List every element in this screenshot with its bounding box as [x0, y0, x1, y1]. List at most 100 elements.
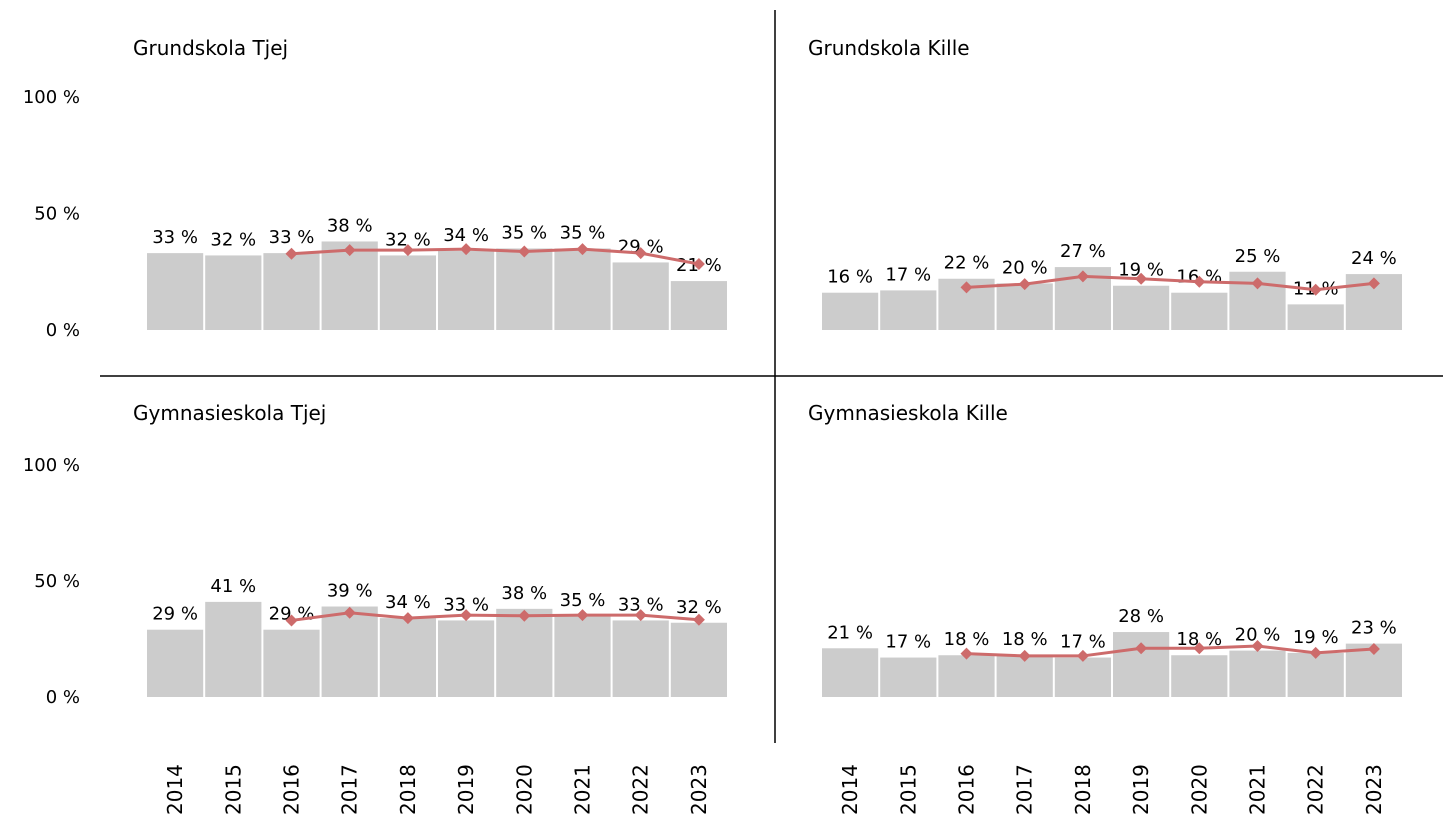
- value-label: 33 %: [269, 227, 315, 248]
- value-label: 16 %: [827, 267, 873, 288]
- trend-marker: [634, 609, 647, 622]
- trend-marker: [460, 609, 473, 622]
- trend-marker: [1076, 649, 1089, 662]
- bar: [612, 620, 669, 697]
- bar: [263, 629, 320, 697]
- trend-marker: [1309, 646, 1322, 659]
- trend-marker: [1193, 275, 1206, 288]
- trend-marker: [343, 606, 356, 619]
- trend-marker: [1135, 642, 1148, 655]
- trend-line: [966, 274, 1375, 292]
- bar: [321, 241, 378, 330]
- bar: [1287, 304, 1344, 330]
- bar: [147, 253, 204, 330]
- x-tick-label: 2021: [571, 764, 595, 815]
- trend-marker: [285, 247, 298, 260]
- panel-title: Grundskola Tjej: [133, 36, 288, 60]
- x-tick-label: 2022: [629, 764, 653, 815]
- value-label: 17 %: [885, 264, 931, 285]
- trend-marker: [634, 247, 647, 260]
- bar: [438, 620, 495, 697]
- value-label: 35 %: [501, 222, 547, 243]
- value-label: 19 %: [1118, 260, 1164, 281]
- bar: [880, 657, 937, 697]
- x-tick-label: 2017: [338, 764, 362, 815]
- x-tick-label: 2014: [838, 764, 862, 815]
- value-label: 18 %: [944, 629, 990, 650]
- bar: [1171, 655, 1228, 697]
- bar: [263, 253, 320, 330]
- trend-marker: [1135, 272, 1148, 285]
- value-label: 17 %: [1060, 632, 1106, 653]
- y-tick-label: 0 %: [46, 320, 80, 341]
- trend-marker: [960, 647, 973, 660]
- value-label: 28 %: [1118, 606, 1164, 627]
- value-label: 22 %: [944, 253, 990, 274]
- value-label: 21 %: [827, 622, 873, 643]
- trend-marker: [1076, 270, 1089, 283]
- value-label: 34 %: [443, 225, 489, 246]
- trend-marker: [1367, 277, 1380, 290]
- y-tick-label: 100 %: [23, 455, 80, 476]
- bar: [1287, 652, 1344, 697]
- x-tick-label: 2014: [163, 764, 187, 815]
- bar: [1171, 292, 1228, 330]
- value-label: 33 %: [443, 594, 489, 615]
- value-label: 39 %: [327, 581, 373, 602]
- value-label: 29 %: [152, 604, 198, 625]
- bar: [1113, 285, 1170, 330]
- trend-marker: [576, 243, 589, 256]
- trend-marker: [285, 614, 298, 627]
- trend-marker: [518, 245, 531, 258]
- x-tick-label: 2022: [1304, 764, 1328, 815]
- trend-marker: [576, 609, 589, 622]
- panel-title: Grundskola Kille: [808, 36, 970, 60]
- bar: [612, 262, 669, 330]
- value-label: 33 %: [152, 227, 198, 248]
- trend-marker: [1193, 642, 1206, 655]
- value-label: 35 %: [560, 590, 606, 611]
- trend-marker: [1018, 278, 1031, 291]
- value-label: 27 %: [1060, 241, 1106, 262]
- trend-marker: [1309, 283, 1322, 296]
- value-label: 32 %: [676, 597, 722, 618]
- bar: [996, 655, 1053, 697]
- y-tick-label: 0 %: [46, 687, 80, 708]
- y-tick-label: 100 %: [23, 87, 80, 108]
- value-label: 18 %: [1176, 629, 1222, 650]
- trend-marker: [518, 609, 531, 622]
- trend-marker: [1018, 649, 1031, 662]
- value-label: 25 %: [1235, 246, 1281, 267]
- bar: [147, 629, 204, 697]
- trend-marker: [460, 243, 473, 256]
- trend-marker: [1367, 642, 1380, 655]
- value-label: 24 %: [1351, 248, 1397, 269]
- trend-marker: [692, 258, 705, 271]
- x-tick-label: 2020: [512, 764, 536, 815]
- trend-marker: [960, 281, 973, 294]
- x-tick-label: 2021: [1246, 764, 1270, 815]
- value-label: 38 %: [501, 583, 547, 604]
- bar: [938, 655, 995, 697]
- x-tick-label: 2015: [221, 764, 245, 815]
- x-tick-label: 2019: [454, 764, 478, 815]
- value-label: 19 %: [1293, 627, 1339, 648]
- value-label: 32 %: [385, 229, 431, 250]
- value-label: 20 %: [1235, 625, 1281, 646]
- trend-line: [291, 247, 700, 266]
- bar: [496, 608, 553, 697]
- bar: [379, 255, 436, 330]
- x-tick-label: 2017: [1013, 764, 1037, 815]
- trend-marker: [343, 244, 356, 257]
- bar: [1113, 632, 1170, 697]
- value-label: 41 %: [210, 576, 256, 597]
- trend-line: [291, 611, 700, 622]
- bar: [996, 283, 1053, 330]
- x-tick-label: 2016: [280, 764, 304, 815]
- value-label: 23 %: [1351, 618, 1397, 639]
- bar: [554, 615, 611, 697]
- value-label: 38 %: [327, 215, 373, 236]
- value-label: 20 %: [1002, 257, 1048, 278]
- trend-marker: [401, 244, 414, 257]
